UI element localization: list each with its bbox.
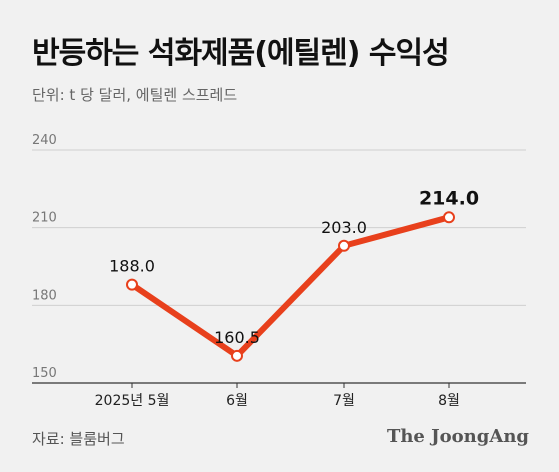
data-label: 203.0: [321, 218, 367, 237]
data-label: 214.0: [419, 187, 479, 209]
y-tick-label: 210: [32, 211, 57, 226]
grid-layer: [32, 149, 526, 306]
data-label: 160.5: [214, 328, 260, 347]
axis-layer: 150 180 210 240 2025년 5월 6월 7월 8월: [32, 133, 526, 409]
y-tick-label: 240: [32, 133, 57, 148]
data-point: [338, 239, 350, 252]
data-point: [231, 349, 243, 362]
data-label: 188.0: [109, 257, 155, 276]
source-note: 자료: 블룸버그: [32, 430, 125, 448]
x-tick-label: 8월: [438, 393, 460, 409]
series-line: [129, 214, 452, 359]
series-layer: [126, 211, 455, 362]
y-tick-label: 150: [32, 366, 57, 381]
x-tick-label: 7월: [333, 393, 355, 409]
x-tick-label: 2025년 5월: [95, 393, 170, 409]
y-tick-label: 180: [32, 288, 57, 303]
unit-note: 단위: t 당 달러, 에틸렌 스프레드: [32, 86, 238, 104]
data-point: [443, 211, 455, 224]
data-point: [126, 278, 138, 291]
x-tick-label: 6월: [226, 393, 248, 409]
label-layer: 188.0 160.5 203.0 214.0: [109, 187, 479, 347]
brand-logo: The JoongAng: [386, 426, 529, 447]
chart-title: 반등하는 석화제품(에틸렌) 수익성: [32, 36, 450, 71]
